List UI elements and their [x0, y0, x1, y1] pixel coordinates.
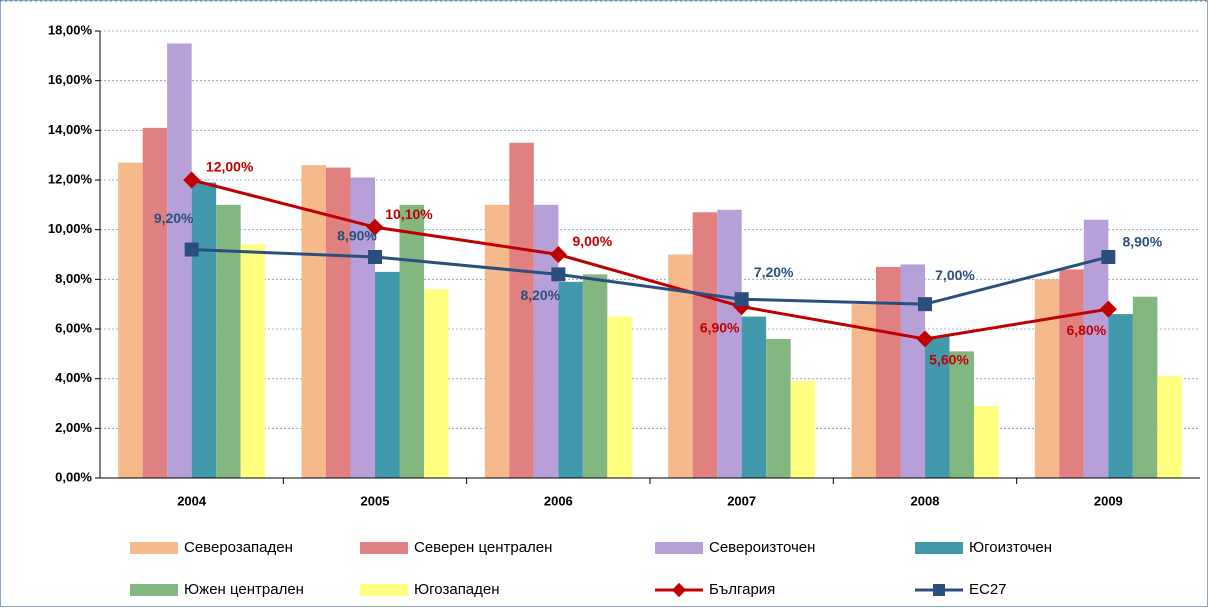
data-label: 5,60%	[929, 352, 969, 368]
bar	[375, 271, 400, 478]
data-label: 8,90%	[337, 228, 377, 244]
bar	[851, 304, 876, 478]
bar	[484, 204, 510, 479]
marker	[918, 297, 932, 312]
y-tick-label: 10,00%	[48, 221, 93, 236]
bar	[582, 274, 608, 478]
bar	[900, 264, 925, 478]
marker	[734, 292, 749, 307]
bar	[974, 405, 999, 478]
bar	[741, 316, 767, 478]
data-label: 6,80%	[1066, 322, 1106, 338]
marker	[916, 330, 934, 348]
y-tick-label: 0,00%	[55, 469, 92, 484]
legend-label: Северозападен	[184, 539, 293, 556]
legend-label: Северен централен	[414, 539, 552, 556]
legend-swatch	[360, 584, 408, 596]
bar	[240, 244, 266, 478]
bar	[607, 316, 632, 478]
x-tick-label: 2006	[544, 493, 573, 508]
bar	[1132, 296, 1158, 478]
bar	[191, 182, 217, 478]
y-tick-label: 8,00%	[55, 271, 92, 286]
y-tick-label: 2,00%	[55, 420, 92, 435]
marker	[368, 249, 382, 264]
marker	[184, 242, 199, 257]
legend-swatch	[130, 584, 178, 596]
legend-label: Югозападен	[414, 581, 500, 598]
bar	[1108, 314, 1133, 478]
bar	[790, 381, 816, 478]
marker	[1101, 249, 1116, 264]
marker	[551, 267, 566, 282]
bar	[533, 204, 559, 479]
bar	[509, 142, 534, 478]
y-tick-label: 6,00%	[55, 320, 92, 335]
bar	[1059, 269, 1084, 478]
x-tick-label: 2004	[177, 493, 207, 508]
bar	[216, 204, 241, 479]
x-tick-label: 2007	[727, 493, 756, 508]
bar	[167, 43, 192, 479]
data-label: 8,90%	[1122, 234, 1162, 250]
line	[191, 178, 1109, 341]
bar	[424, 289, 449, 478]
bar	[1034, 279, 1060, 478]
data-label: 12,00%	[206, 159, 254, 175]
bar	[118, 162, 143, 478]
legend-label: България	[709, 581, 775, 598]
bar	[301, 165, 326, 478]
legend-label: Североизточен	[709, 539, 815, 556]
bar	[1157, 376, 1182, 478]
legend-label: Югоизточен	[969, 539, 1052, 556]
x-tick-label: 2009	[1094, 493, 1123, 508]
bar	[925, 336, 950, 478]
legend-label: EC27	[969, 581, 1007, 598]
bar	[399, 204, 424, 479]
legend-swatch	[655, 542, 703, 554]
y-tick-label: 14,00%	[48, 122, 93, 137]
data-label: 7,00%	[935, 267, 975, 283]
legend-marker	[671, 582, 687, 598]
bar	[876, 266, 901, 478]
data-label: 10,10%	[385, 206, 433, 222]
y-tick-label: 4,00%	[55, 370, 92, 385]
x-tick-label: 2008	[911, 493, 940, 508]
data-label: 9,20%	[154, 210, 194, 226]
legend-swatch	[130, 542, 178, 554]
data-label: 9,00%	[572, 233, 612, 249]
y-tick-label: 12,00%	[48, 171, 93, 186]
bar	[692, 212, 718, 479]
legend-swatch	[915, 542, 963, 554]
marker	[183, 171, 201, 189]
data-label: 8,20%	[520, 287, 560, 303]
bar	[949, 351, 974, 478]
data-label: 7,20%	[754, 264, 794, 280]
data-label: 6,90%	[700, 319, 740, 335]
bar	[558, 281, 583, 478]
bar	[766, 338, 791, 478]
y-tick-label: 16,00%	[48, 72, 93, 87]
legend-marker	[933, 584, 945, 596]
x-tick-label: 2005	[361, 493, 390, 508]
legend-swatch	[360, 542, 408, 554]
marker	[549, 246, 567, 263]
bar	[717, 209, 742, 479]
line	[191, 248, 1109, 306]
legend-label: Южен централен	[184, 581, 304, 598]
marker	[366, 218, 384, 236]
y-tick-label: 18,00%	[48, 22, 93, 37]
bar	[142, 127, 168, 478]
